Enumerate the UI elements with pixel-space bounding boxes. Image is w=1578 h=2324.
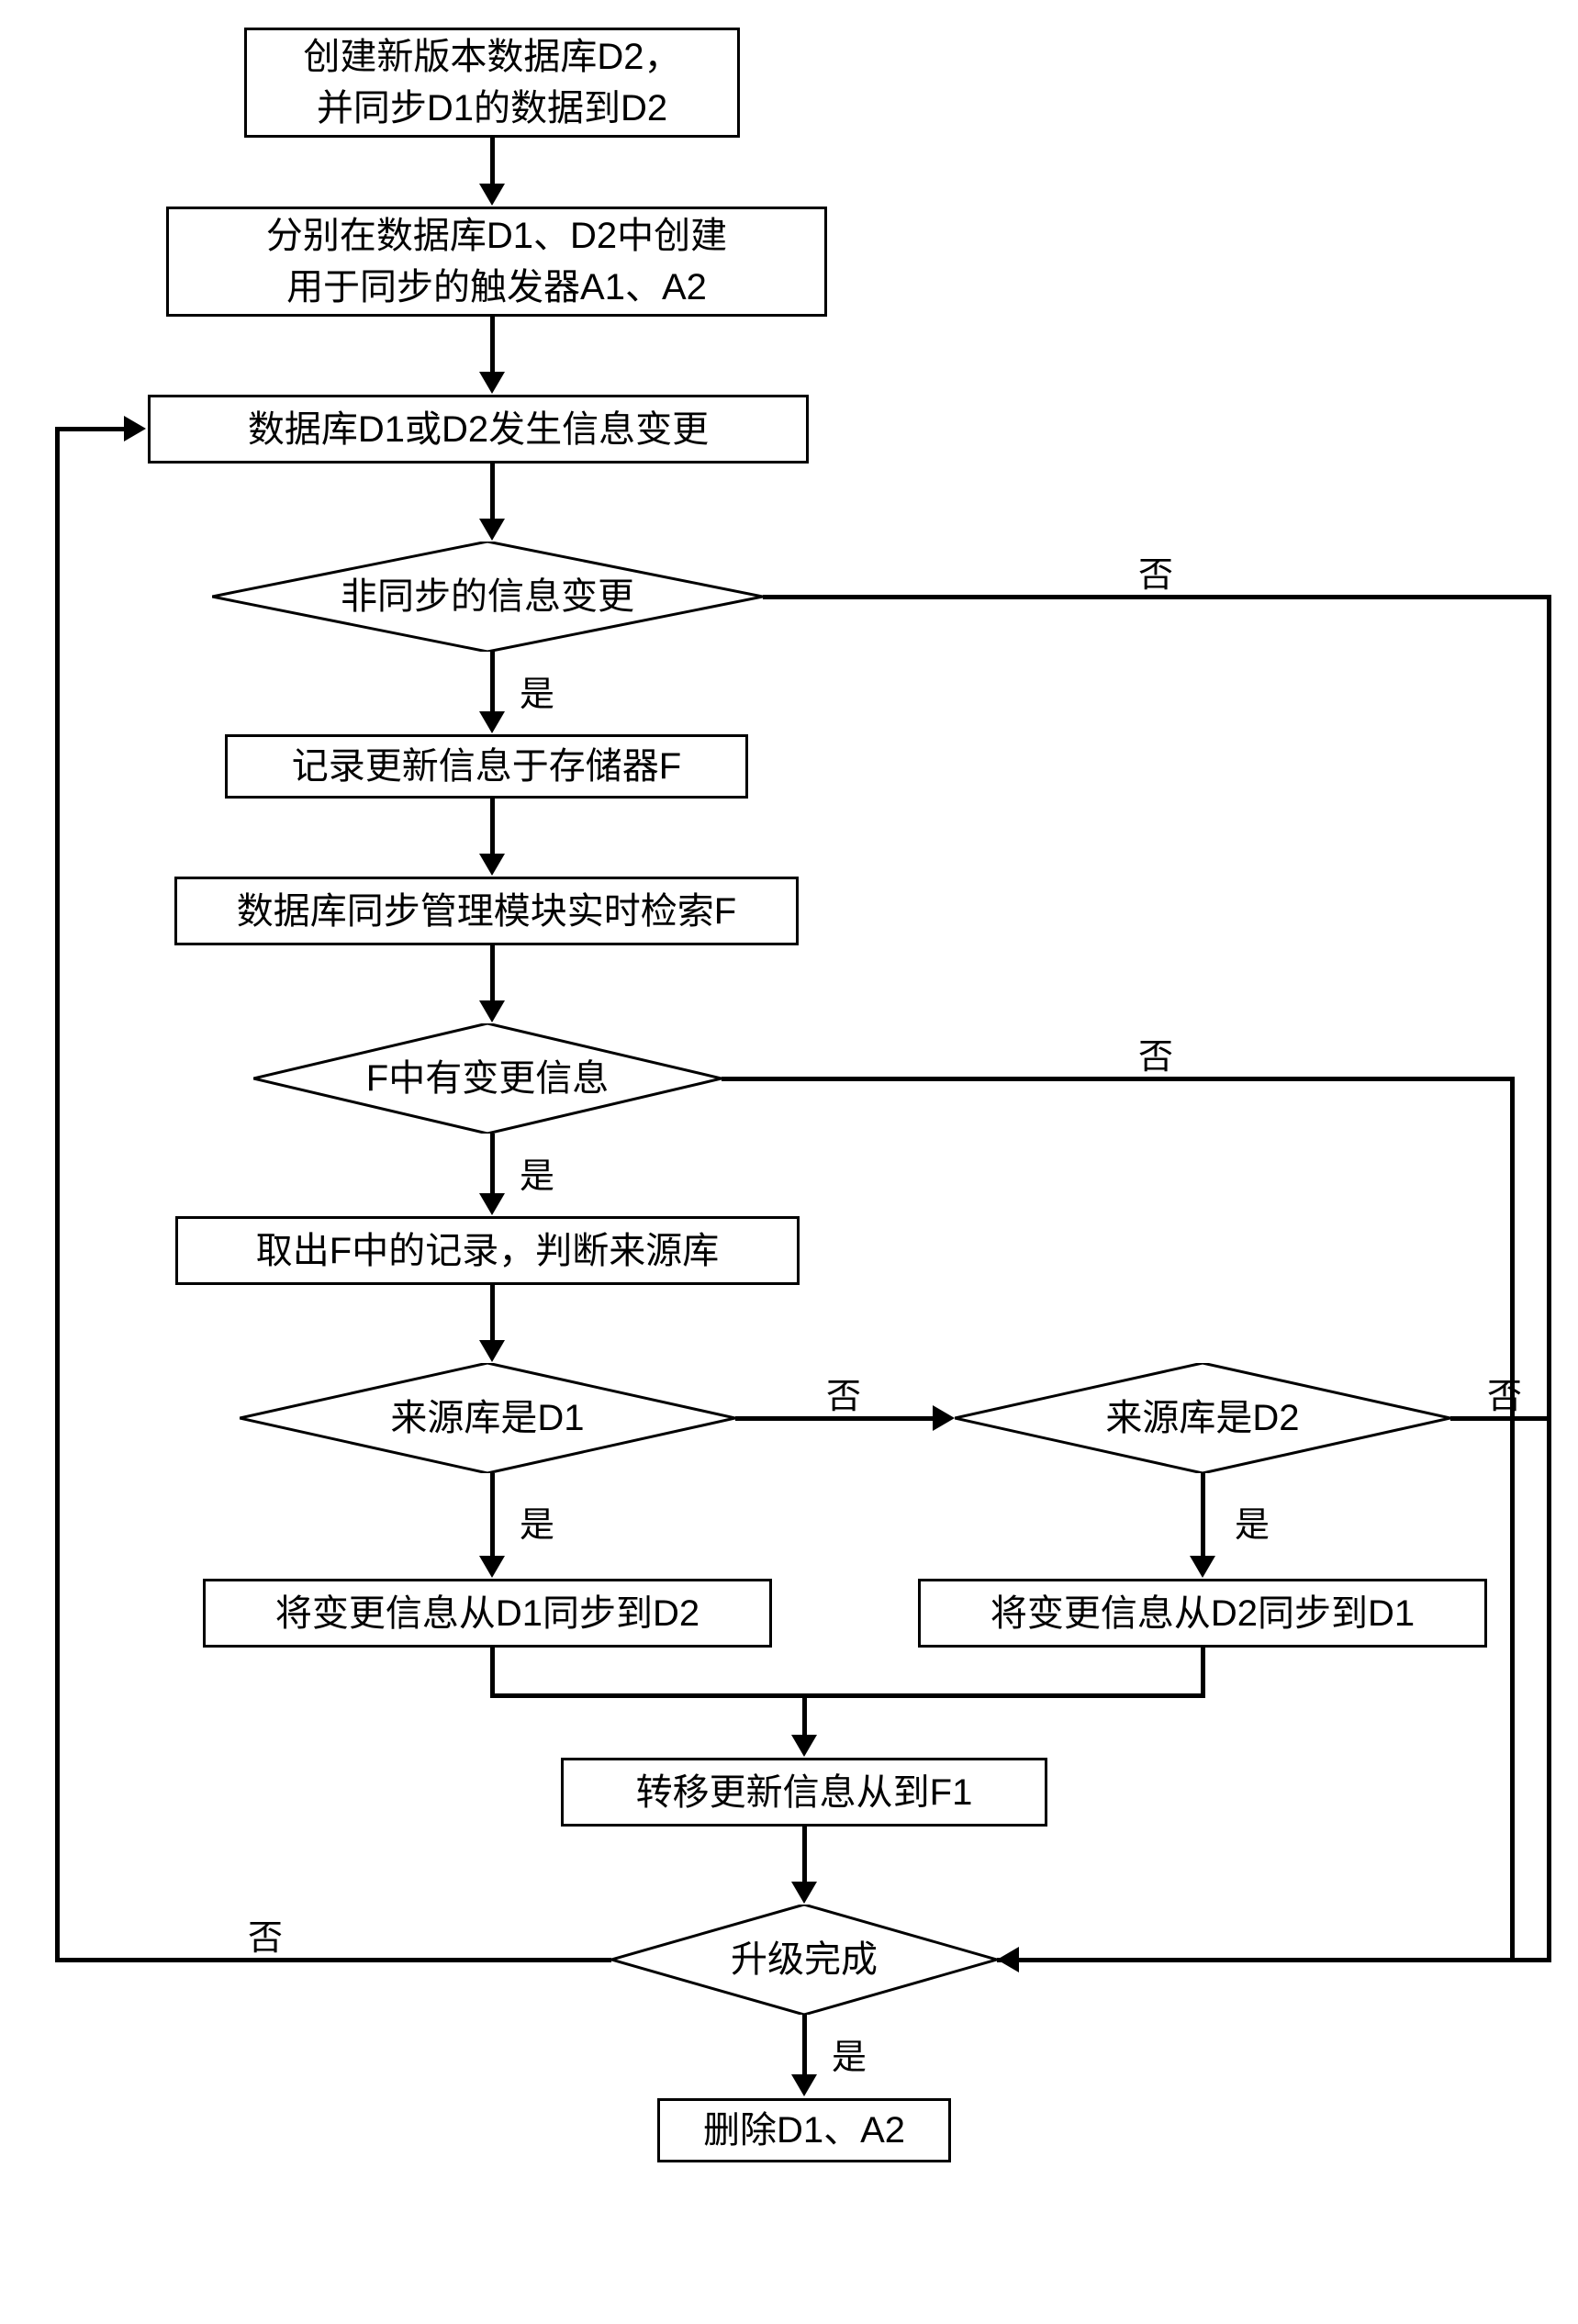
arrow-head-icon xyxy=(479,519,505,541)
node-record-update: 记录更新信息于存储器F xyxy=(225,734,748,799)
edge xyxy=(735,1416,937,1421)
edge-label-no: 否 xyxy=(1138,1028,1173,1078)
decision-upgrade-complete: 升级完成 xyxy=(611,1905,997,2015)
edge xyxy=(802,1693,1205,1698)
arrow-head-icon xyxy=(479,372,505,394)
edge xyxy=(490,317,495,376)
node-create-triggers: 分别在数据库D1、D2中创建用于同步的触发器A1、A2 xyxy=(166,207,827,317)
edge xyxy=(1510,1077,1515,1958)
edge xyxy=(802,1693,807,1739)
edge-label-yes: 是 xyxy=(520,665,554,716)
edge xyxy=(55,427,129,431)
node-label: F中有变更信息 xyxy=(366,1055,609,1102)
node-label: 数据库同步管理模块实时检索F xyxy=(237,886,736,937)
edge xyxy=(1201,1648,1205,1698)
edge-label-yes: 是 xyxy=(520,1496,554,1547)
edge xyxy=(490,1648,495,1698)
edge-label-no: 否 xyxy=(1138,546,1173,597)
edge xyxy=(490,1285,495,1345)
decision-source-d1: 来源库是D1 xyxy=(240,1363,735,1473)
node-label: 将变更信息从D1同步到D2 xyxy=(275,1588,699,1639)
node-sync-d2-to-d1: 将变更信息从D2同步到D1 xyxy=(918,1579,1487,1648)
node-sync-module-search: 数据库同步管理模块实时检索F xyxy=(174,877,799,945)
node-label: 将变更信息从D2同步到D1 xyxy=(990,1588,1415,1639)
edge-label-no: 否 xyxy=(826,1368,861,1418)
edge xyxy=(802,2015,807,2079)
edge xyxy=(490,138,495,188)
arrow-head-icon xyxy=(479,1000,505,1022)
arrow-head-icon xyxy=(933,1405,955,1431)
edge xyxy=(1201,1473,1205,1560)
arrow-head-icon xyxy=(479,1556,505,1578)
node-label: 记录更新信息于存储器F xyxy=(292,741,681,792)
arrow-head-icon xyxy=(479,1340,505,1362)
arrow-head-icon xyxy=(791,2074,817,2096)
node-sync-d1-to-d2: 将变更信息从D1同步到D2 xyxy=(203,1579,772,1648)
edge xyxy=(490,652,495,716)
arrow-head-icon xyxy=(791,1882,817,1904)
arrow-head-icon xyxy=(1190,1556,1215,1578)
edge-label-yes: 是 xyxy=(1235,1496,1270,1547)
node-transfer-to-f1: 转移更新信息从到F1 xyxy=(561,1758,1047,1827)
edge xyxy=(490,1473,495,1560)
edge xyxy=(490,1134,495,1198)
edge xyxy=(490,799,495,858)
arrow-head-icon xyxy=(997,1947,1019,1972)
arrow-head-icon xyxy=(479,1193,505,1215)
node-label: 取出F中的记录，判断来源库 xyxy=(256,1225,719,1277)
node-label: 创建新版本数据库D2，并同步D1的数据到D2 xyxy=(303,31,680,134)
node-label: 来源库是D2 xyxy=(1105,1394,1299,1442)
node-create-db: 创建新版本数据库D2，并同步D1的数据到D2 xyxy=(244,28,740,138)
arrow-head-icon xyxy=(791,1735,817,1757)
arrow-head-icon xyxy=(479,854,505,876)
edge xyxy=(802,1827,807,1886)
edge-label-yes: 是 xyxy=(832,2028,867,2079)
edge xyxy=(763,595,1551,599)
decision-non-sync-change: 非同步的信息变更 xyxy=(212,542,763,652)
edge xyxy=(55,1958,611,1962)
node-delete-d1-a2: 删除D1、A2 xyxy=(657,2098,951,2162)
decision-source-d2: 来源库是D2 xyxy=(955,1363,1450,1473)
flowchart-container: 创建新版本数据库D2，并同步D1的数据到D2 分别在数据库D1、D2中创建用于同… xyxy=(0,0,1578,2324)
node-label: 数据库D1或D2发生信息变更 xyxy=(248,404,709,455)
edge xyxy=(490,1693,807,1698)
edge xyxy=(722,1077,1515,1081)
arrow-head-icon xyxy=(479,711,505,733)
node-info-change: 数据库D1或D2发生信息变更 xyxy=(148,395,809,464)
node-label: 分别在数据库D1、D2中创建用于同步的触发器A1、A2 xyxy=(266,210,727,313)
edge xyxy=(55,427,60,1962)
node-label: 非同步的信息变更 xyxy=(341,573,634,620)
arrow-head-icon xyxy=(124,416,146,441)
edge xyxy=(1547,595,1551,1962)
edge-label-no: 否 xyxy=(1487,1368,1522,1418)
node-label: 删除D1、A2 xyxy=(703,2105,905,2156)
edge xyxy=(490,464,495,523)
edge xyxy=(997,1958,1551,1962)
edge-label-no: 否 xyxy=(248,1909,283,1960)
node-fetch-record: 取出F中的记录，判断来源库 xyxy=(175,1216,800,1285)
node-label: 升级完成 xyxy=(731,1936,878,1983)
decision-has-change-info: F中有变更信息 xyxy=(253,1023,722,1134)
edge xyxy=(1450,1416,1551,1421)
edge-label-yes: 是 xyxy=(520,1147,554,1198)
edge xyxy=(490,945,495,1005)
node-label: 转移更新信息从到F1 xyxy=(636,1767,973,1818)
arrow-head-icon xyxy=(479,184,505,206)
node-label: 来源库是D1 xyxy=(390,1394,584,1442)
